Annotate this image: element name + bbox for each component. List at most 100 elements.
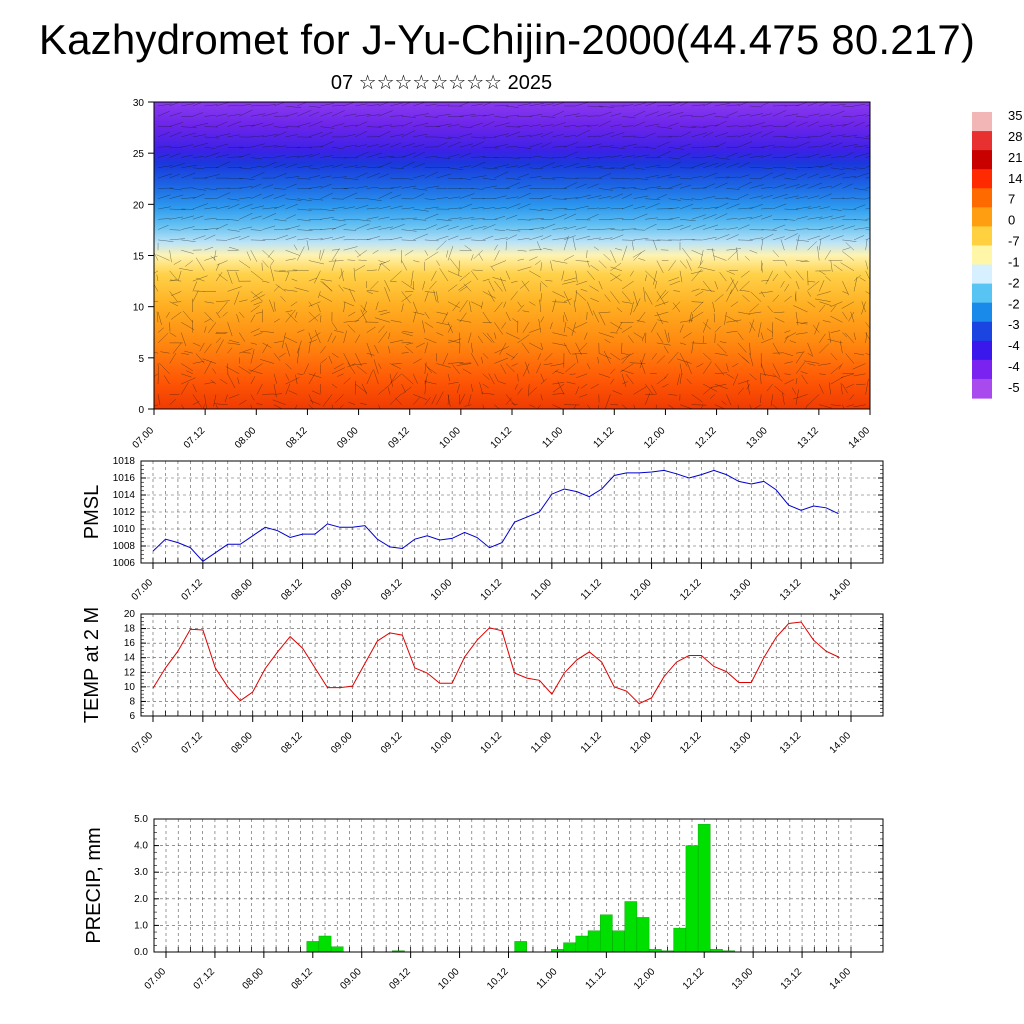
wind-vector	[308, 146, 323, 148]
wind-vector	[761, 167, 773, 169]
wind-vector	[227, 198, 240, 201]
wind-vector	[575, 353, 579, 364]
wind-vector	[610, 266, 623, 272]
wind-vector	[320, 249, 325, 261]
wind-vector	[830, 353, 838, 361]
wind-vector	[574, 322, 588, 329]
wind-vector	[204, 188, 218, 191]
wind-vector	[469, 301, 472, 313]
wind-vector	[830, 208, 842, 211]
wind-vector	[239, 399, 247, 405]
wind-vector	[415, 342, 425, 348]
wind-vector	[285, 258, 296, 261]
wind-vector	[865, 187, 870, 189]
wind-vector	[714, 176, 730, 179]
wind-vector	[737, 162, 750, 169]
wind-vector	[494, 332, 497, 340]
wind-vector	[285, 236, 297, 241]
wind-vector	[331, 335, 337, 344]
x-tick-label: 08.12	[279, 577, 305, 603]
wind-vector	[610, 250, 617, 263]
wind-vector	[505, 229, 521, 232]
wind-vector	[250, 363, 263, 373]
wind-vector	[630, 301, 634, 315]
wind-vector	[842, 176, 856, 179]
wind-vector	[449, 258, 460, 271]
wind-vector	[830, 260, 833, 272]
wind-vector	[227, 347, 233, 354]
wind-vector	[817, 246, 820, 261]
wind-vector	[517, 135, 532, 138]
wind-vector	[725, 315, 739, 323]
wind-vector	[641, 332, 646, 342]
wind-vector	[749, 353, 754, 367]
wind-vector	[273, 301, 276, 312]
precip-bar	[587, 930, 601, 953]
wind-vector	[459, 203, 472, 210]
wind-vector	[290, 301, 298, 307]
wind-vector	[169, 250, 172, 263]
wind-vector	[169, 152, 181, 158]
y-tick-label: 1012	[113, 507, 136, 518]
wind-vector	[157, 363, 160, 377]
wind-vector	[401, 207, 415, 210]
wind-vector	[709, 394, 715, 399]
wind-vector	[645, 203, 660, 210]
wind-vector	[378, 143, 390, 148]
heatmap-x-tick-label: 09.00	[335, 425, 361, 451]
wind-vector	[688, 311, 692, 323]
wind-vector	[726, 104, 740, 107]
wind-vector	[586, 363, 591, 370]
wind-vector	[401, 294, 412, 302]
wind-vector	[388, 332, 391, 340]
wind-vector	[215, 205, 230, 210]
wind-vector	[645, 175, 659, 179]
wind-vector	[447, 270, 463, 278]
wind-vector	[355, 197, 367, 199]
y-tick-label: 3.0	[134, 867, 148, 878]
wind-vector	[285, 342, 291, 357]
wind-vector	[691, 214, 706, 220]
wind-vector	[505, 241, 507, 251]
wind-vector	[262, 112, 278, 117]
wind-vector	[343, 229, 357, 231]
wind-vector	[702, 319, 709, 333]
wind-vector	[668, 183, 682, 189]
wind-vector	[157, 110, 170, 117]
wind-vector	[204, 136, 219, 139]
wind-vector	[592, 310, 600, 323]
wind-vector	[807, 216, 823, 220]
wind-vector	[355, 172, 368, 179]
wind-vector	[552, 208, 568, 210]
heatmap-y-tick-label: 15	[133, 252, 145, 263]
wind-vector	[204, 146, 216, 149]
wind-vector	[578, 342, 588, 352]
wind-vector	[714, 294, 724, 302]
wind-vector	[604, 339, 611, 344]
wind-vector	[159, 362, 170, 374]
wind-vector	[703, 353, 712, 361]
wind-vector	[784, 177, 797, 181]
wind-vector	[494, 133, 510, 138]
wind-vector	[691, 132, 708, 138]
wind-vector	[436, 219, 452, 222]
wind-vector	[552, 122, 566, 127]
wind-vector	[772, 342, 780, 355]
wind-vector	[563, 315, 565, 323]
wind-vector	[668, 260, 677, 271]
wind-vector	[737, 132, 751, 138]
wind-vector	[575, 205, 589, 210]
wind-vector	[610, 218, 624, 220]
wind-vector	[401, 383, 406, 393]
wind-vector	[401, 386, 412, 395]
wind-vector	[807, 195, 820, 199]
wind-vector	[347, 363, 356, 368]
wind-vector	[320, 164, 334, 169]
wind-vector	[511, 353, 518, 361]
wind-vector	[668, 224, 684, 230]
y-tick-label: 1018	[113, 456, 136, 467]
wind-vector	[656, 355, 666, 364]
wind-vector	[250, 342, 257, 345]
wind-vector	[424, 322, 434, 328]
wind-vector	[246, 251, 252, 261]
